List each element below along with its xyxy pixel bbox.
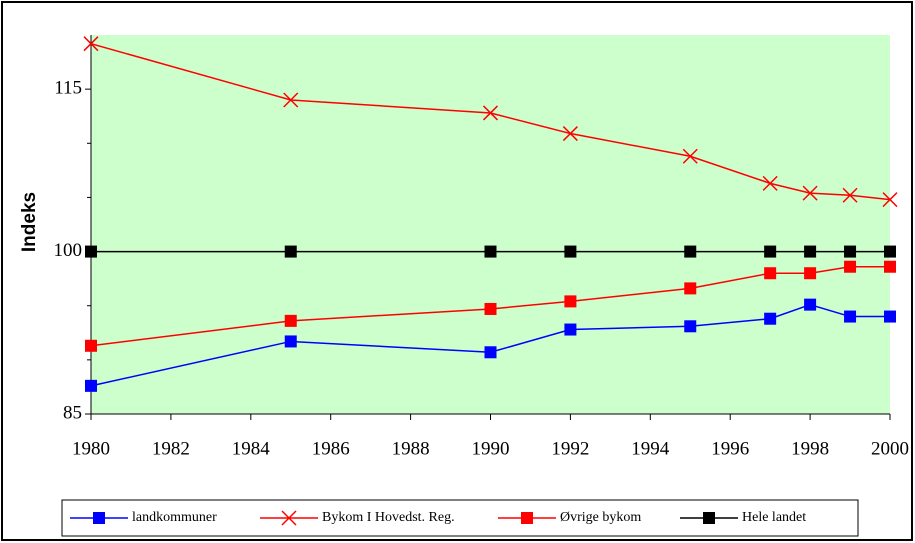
data-point xyxy=(684,282,697,295)
x-tick-label: 1988 xyxy=(392,438,430,459)
data-point xyxy=(804,267,817,280)
data-point xyxy=(682,148,698,164)
legend-label: Bykom I Hovedst. Reg. xyxy=(322,510,455,525)
legend-label: landkommuner xyxy=(132,510,217,525)
data-point xyxy=(844,310,857,323)
x-tick-label: 1980 xyxy=(72,438,110,459)
data-point xyxy=(484,302,497,315)
data-point xyxy=(684,245,697,258)
data-point xyxy=(762,175,778,191)
legend-marker xyxy=(521,512,533,524)
legend-marker xyxy=(93,512,105,524)
data-point xyxy=(85,339,97,352)
data-point xyxy=(484,245,497,258)
data-point xyxy=(284,335,297,348)
data-point xyxy=(684,320,697,333)
data-point xyxy=(764,312,777,325)
data-point xyxy=(804,245,817,258)
data-point xyxy=(804,298,817,311)
data-point xyxy=(85,245,97,258)
x-tick-label: 1994 xyxy=(631,438,670,459)
data-point xyxy=(484,346,497,359)
data-point xyxy=(284,314,297,327)
data-point xyxy=(764,267,777,280)
data-point xyxy=(85,379,97,392)
data-point xyxy=(884,260,896,273)
x-tick-label: 1992 xyxy=(551,438,589,459)
x-tick-label: 1998 xyxy=(791,438,829,459)
data-point xyxy=(842,187,858,203)
x-tick-label: 1996 xyxy=(711,438,749,459)
data-point xyxy=(844,245,857,258)
legend-label: Øvrige bykom xyxy=(560,510,641,525)
y-axis-label: Indeks xyxy=(19,192,40,252)
data-point xyxy=(564,245,577,258)
x-tick-label: 1986 xyxy=(312,438,350,459)
data-point xyxy=(882,192,898,208)
legend-marker xyxy=(281,510,297,526)
data-point xyxy=(482,105,499,121)
data-point xyxy=(562,126,578,142)
x-tick-label: 1990 xyxy=(472,438,510,459)
data-point xyxy=(564,295,577,308)
legend-label: Hele landet xyxy=(742,510,806,525)
y-tick-label: 100 xyxy=(54,240,83,261)
data-point xyxy=(283,92,299,108)
data-point xyxy=(884,245,896,258)
data-point xyxy=(564,323,577,336)
data-point xyxy=(764,245,777,258)
legend-marker xyxy=(703,512,715,524)
data-point xyxy=(884,310,896,323)
y-tick-label: 85 xyxy=(63,402,82,423)
x-tick-label: 2000 xyxy=(871,438,909,459)
data-point xyxy=(844,260,857,273)
data-point xyxy=(83,36,99,52)
x-tick-label: 1984 xyxy=(232,438,271,459)
data-point xyxy=(284,245,297,258)
data-point xyxy=(802,185,818,201)
x-tick-label: 1982 xyxy=(152,438,190,459)
y-tick-label: 115 xyxy=(54,78,82,99)
